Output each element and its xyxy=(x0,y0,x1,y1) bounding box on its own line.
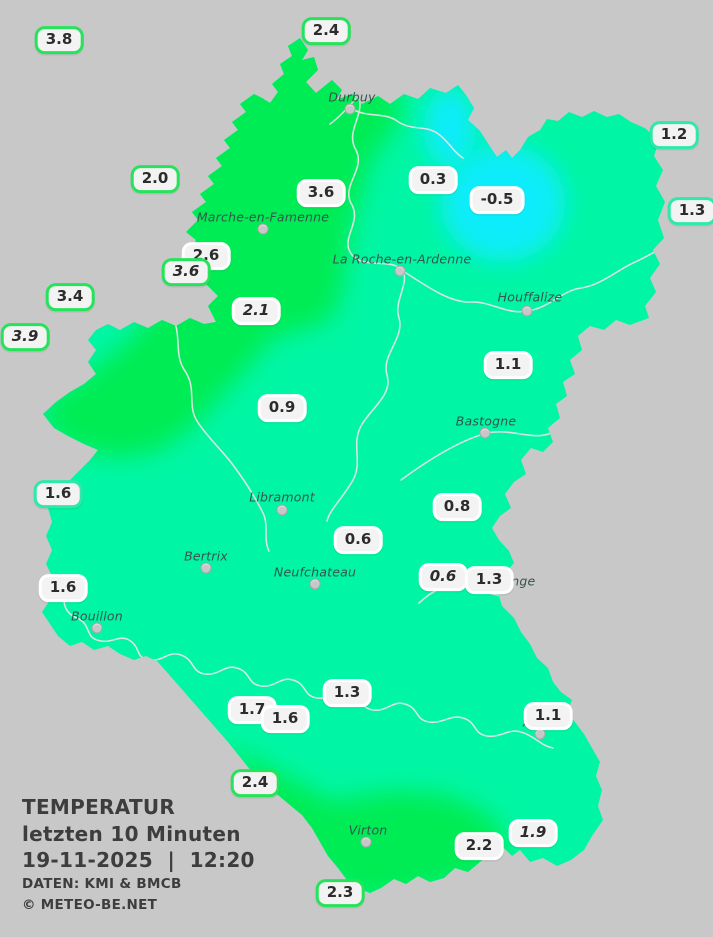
zone-cyan-cold-tail xyxy=(424,88,476,168)
city-dot-durbuy xyxy=(344,103,356,115)
temp-label: 1.6 xyxy=(33,480,83,508)
river-lesse xyxy=(170,313,270,552)
city-label-durbuy: Durbuy xyxy=(328,89,376,105)
page-subtitle: letzten 10 Minuten xyxy=(22,821,241,846)
river-houffalize xyxy=(402,239,665,313)
temp-label: 0.3 xyxy=(408,166,458,194)
city-label-marche-en-famenne: Marche-en-Famenne xyxy=(196,209,330,225)
temp-label: -0.5 xyxy=(469,186,525,214)
datetime-label: 19-11-2025 | 12:20 xyxy=(22,848,255,873)
temp-label: 1.1 xyxy=(523,702,573,730)
city-label-houffalize: Houffalize xyxy=(497,289,563,305)
city-dot-bertrix xyxy=(200,562,212,574)
data-source: DATEN: KMI & BMCB xyxy=(22,875,182,892)
city-dot-bouillon xyxy=(91,622,103,634)
river-semois xyxy=(63,590,554,749)
temp-label: 3.4 xyxy=(45,283,95,311)
temp-label: 2.3 xyxy=(315,879,365,907)
copyright-label: © METEO-BE.NET xyxy=(22,897,158,914)
temp-label: 2.0 xyxy=(130,165,180,193)
temp-label: 2.1 xyxy=(231,297,281,325)
city-label-bertrix: Bertrix xyxy=(184,548,228,564)
city-dot-virton xyxy=(360,836,372,848)
temp-label: 3.9 xyxy=(0,323,50,351)
temp-label: 1.2 xyxy=(649,121,699,149)
zone-green-south xyxy=(224,744,506,893)
temp-label: 1.6 xyxy=(38,574,88,602)
city-dot-houffalize xyxy=(521,305,533,317)
temp-label: 2.4 xyxy=(301,17,351,45)
city-label-libramont: Libramont xyxy=(249,489,315,505)
info-panel: TEMPERATUR letzten 10 Minuten 19-11-2025… xyxy=(22,794,255,917)
temp-label: 0.8 xyxy=(432,493,482,521)
temp-label: 1.6 xyxy=(260,705,310,733)
temp-label: 0.6 xyxy=(418,563,468,591)
city-dot-neufchateau xyxy=(309,578,321,590)
temp-label: 2.2 xyxy=(454,832,504,860)
page-title: TEMPERATUR xyxy=(22,795,176,819)
temp-label: 3.8 xyxy=(34,26,84,54)
city-dot-libramont xyxy=(276,504,288,516)
city-label-bouillon: Bouillon xyxy=(71,608,123,624)
temp-label: 0.6 xyxy=(333,526,383,554)
temp-label: 1.9 xyxy=(508,819,558,847)
city-dot-arlon xyxy=(534,728,546,740)
city-dot-marche-en-famenne xyxy=(257,223,269,235)
temp-label: 2.4 xyxy=(230,769,280,797)
city-label-neufchateau: Neufchateau xyxy=(273,564,357,580)
city-dot-bastogne xyxy=(479,427,491,439)
river-durbuy-east xyxy=(351,108,464,159)
temp-label: 1.3 xyxy=(667,197,713,225)
temp-label: 1.3 xyxy=(322,679,372,707)
temp-label: 1.3 xyxy=(464,566,514,594)
city-label-bastogne: Bastogne xyxy=(455,413,517,429)
city-label-virton: Virton xyxy=(348,822,388,838)
temp-label: 3.6 xyxy=(161,258,211,286)
temp-label: 1.1 xyxy=(483,351,533,379)
city-dot-la-roche-en-ardenne xyxy=(394,265,406,277)
city-label-la-roche-en-ardenne: La Roche-en-Ardenne xyxy=(332,251,472,267)
temp-label: 3.6 xyxy=(296,179,346,207)
river-ourthe xyxy=(326,91,406,522)
temp-label: 0.9 xyxy=(257,394,307,422)
